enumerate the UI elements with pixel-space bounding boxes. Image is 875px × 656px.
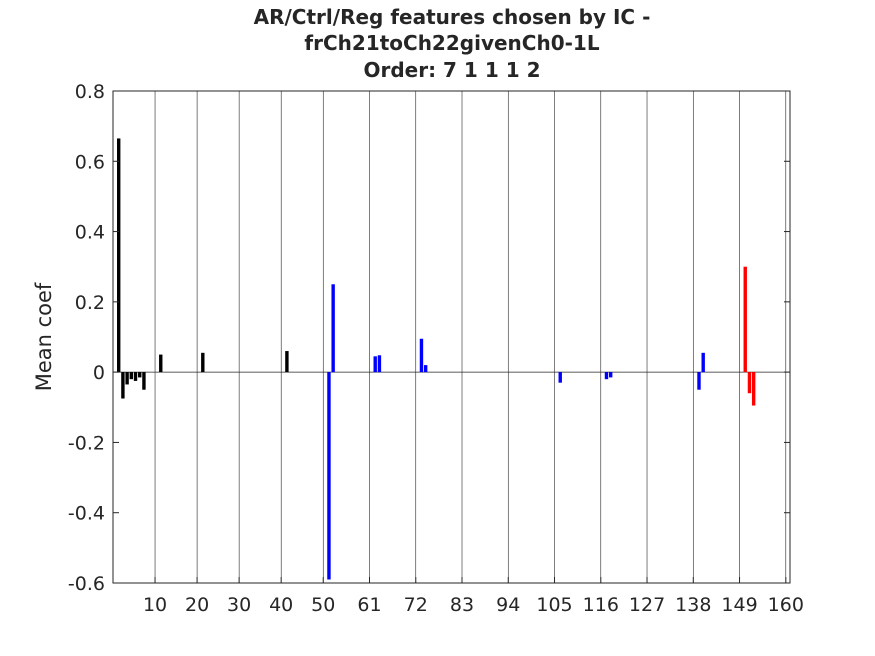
bar-series1-x51 [327, 372, 331, 580]
x-tick-label: 50 [311, 594, 335, 616]
y-tick-label: 0 [93, 362, 105, 384]
x-tick-label: 105 [536, 594, 572, 616]
bar-series0-x5 [133, 372, 138, 381]
y-tick-label: -0.2 [68, 432, 105, 454]
bar-series1-x63 [377, 355, 382, 373]
x-tick-label: 160 [768, 594, 804, 616]
y-tick-label: 0.6 [75, 151, 105, 173]
bar-series1-x117 [604, 372, 609, 380]
x-tick-label: 83 [450, 594, 474, 616]
y-tick-label: -0.6 [68, 573, 105, 595]
grid-lines [154, 91, 787, 583]
x-tick-label: 40 [269, 594, 293, 616]
x-tick-label: 30 [227, 594, 251, 616]
bar-series0-x1 [117, 138, 121, 373]
bar-series0-x21 [201, 352, 205, 373]
bar-series1-x52 [331, 284, 335, 373]
bar-series1-x62 [373, 356, 377, 373]
bar-series0-x2 [121, 372, 125, 399]
bar-series0-x3 [125, 372, 129, 385]
bar-series0-x6 [138, 372, 142, 378]
bar-series0-x11 [159, 354, 163, 373]
bar-series1-x139 [697, 372, 701, 390]
bar-series0-x4 [129, 372, 134, 380]
chart-title-line-2: frCh21toCh22givenCh0-1L [304, 31, 599, 55]
bar-series0-x7 [142, 372, 146, 390]
bars [117, 138, 756, 580]
chart-title-line-3: Order: 7 1 1 1 2 [363, 58, 540, 82]
bar-series2-x152 [751, 372, 756, 406]
bar-series2-x151 [747, 372, 752, 394]
y-tick-label: 0.2 [75, 292, 105, 314]
y-tick-label: 0.8 [75, 81, 105, 103]
y-tick-label: -0.4 [68, 503, 105, 525]
bar-series1-x140 [701, 352, 705, 373]
x-tick-label: 149 [721, 594, 757, 616]
axes-box [112, 90, 791, 584]
y-axis-label: Mean coef [32, 282, 56, 391]
x-tick-label: 20 [185, 594, 209, 616]
x-tick-label: 10 [143, 594, 167, 616]
chart-title-line-1: AR/Ctrl/Reg features chosen by IC - [254, 5, 651, 29]
x-tick-label: 72 [404, 594, 428, 616]
bar-series2-x150 [743, 266, 747, 373]
chart-title: AR/Ctrl/Reg features chosen by IC - frCh… [254, 5, 651, 82]
x-tick-label: 138 [675, 594, 711, 616]
x-tick-label: 61 [357, 594, 381, 616]
bar-series1-x74 [423, 365, 428, 373]
x-tick-label: 116 [583, 594, 619, 616]
x-tick-label: 94 [496, 594, 520, 616]
bar-series1-x118 [608, 372, 613, 378]
bar-series1-x106 [558, 372, 562, 383]
x-axis: 10 20 30 40 50 61 72 83 94 105 116 127 138 149 160 [143, 577, 804, 616]
bar-series1-x73 [419, 338, 424, 373]
y-tick-label: 0.4 [75, 222, 105, 244]
bar-series0-x41 [285, 351, 289, 373]
y-axis: -0.6 -0.4 -0.2 0 0.2 0.4 0.6 0.8 [68, 81, 790, 595]
x-tick-label: 127 [629, 594, 665, 616]
plot-area [113, 91, 790, 583]
